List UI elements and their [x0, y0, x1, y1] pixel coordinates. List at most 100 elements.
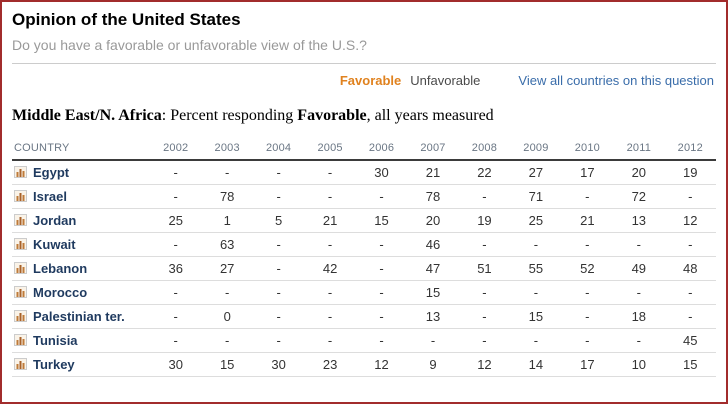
country-cell[interactable]: Tunisia — [12, 328, 150, 353]
value-cell: 78 — [201, 184, 253, 209]
country-cell[interactable]: Palestinian ter. — [12, 304, 150, 329]
column-header-year: 2009 — [510, 139, 562, 161]
bar-chart-icon — [14, 286, 27, 299]
value-cell: - — [150, 160, 202, 185]
value-cell: 17 — [561, 352, 614, 377]
country-cell[interactable]: Turkey — [12, 352, 150, 377]
value-cell: - — [304, 280, 356, 305]
unfavorable-tab[interactable]: Unfavorable — [410, 73, 481, 88]
value-cell: 36 — [150, 256, 202, 281]
country-cell[interactable]: Lebanon — [12, 256, 150, 281]
view-all-countries-link[interactable]: View all countries on this question — [518, 73, 714, 88]
value-cell: 21 — [304, 208, 356, 233]
bar-chart-icon — [14, 166, 27, 179]
value-cell: 0 — [201, 304, 253, 329]
value-cell: - — [150, 280, 202, 305]
value-cell: 23 — [304, 352, 356, 377]
bar-chart-icon — [14, 358, 27, 371]
value-cell: - — [458, 280, 511, 305]
value-cell: - — [561, 184, 614, 209]
value-cell: 14 — [510, 352, 562, 377]
country-name: Egypt — [33, 165, 70, 180]
country-cell[interactable]: Egypt — [12, 160, 150, 185]
value-cell: - — [252, 184, 305, 209]
value-cell: - — [355, 256, 408, 281]
heading-suffix-text: , all years measured — [366, 107, 494, 124]
value-cell: - — [304, 184, 356, 209]
value-cell: - — [458, 328, 511, 353]
country-name: Jordan — [33, 213, 77, 228]
value-cell: - — [510, 280, 562, 305]
value-cell: - — [664, 232, 716, 257]
value-cell: - — [561, 304, 614, 329]
value-cell: - — [613, 232, 665, 257]
value-cell: 25 — [510, 208, 562, 233]
value-cell: 18 — [613, 304, 665, 329]
section-heading: Middle East/N. Africa: Percent respondin… — [2, 89, 726, 126]
value-cell: 13 — [407, 304, 459, 329]
value-cell: 63 — [201, 232, 253, 257]
value-cell: 45 — [664, 328, 716, 353]
table-row: Palestinian ter. -0- - -13-15-18- — [12, 304, 716, 329]
value-cell: - — [664, 184, 716, 209]
value-cell: 22 — [458, 160, 511, 185]
value-cell: 51 — [458, 256, 511, 281]
header-divider — [12, 63, 716, 64]
bar-chart-icon — [14, 310, 27, 323]
value-cell: - — [304, 232, 356, 257]
value-cell: 30 — [252, 352, 305, 377]
country-name: Morocco — [33, 285, 88, 300]
value-cell: 30 — [355, 160, 408, 185]
country-name: Tunisia — [33, 333, 78, 348]
country-name: Palestinian ter. — [33, 309, 125, 324]
value-cell: 20 — [407, 208, 459, 233]
value-cell: - — [304, 160, 356, 185]
table-row: Israel -78- - -78-71-72- — [12, 184, 716, 209]
value-cell: 15 — [407, 280, 459, 305]
value-cell: 19 — [664, 160, 716, 185]
column-header-year: 2006 — [355, 139, 408, 161]
country-name: Lebanon — [33, 261, 88, 276]
value-cell: - — [355, 184, 408, 209]
favorable-tab[interactable]: Favorable — [339, 73, 402, 88]
value-cell: 42 — [304, 256, 356, 281]
country-cell[interactable]: Jordan — [12, 208, 150, 233]
value-cell: - — [252, 232, 305, 257]
value-cell: 72 — [613, 184, 665, 209]
value-cell: 71 — [510, 184, 562, 209]
value-cell: 48 — [664, 256, 716, 281]
table-row: Egypt - - - -30 21 22 27 17 20 19 — [12, 160, 716, 185]
country-name: Israel — [33, 189, 67, 204]
value-cell: - — [561, 328, 614, 353]
value-cell: - — [201, 280, 253, 305]
value-cell: 12 — [458, 352, 511, 377]
value-cell: 9 — [407, 352, 459, 377]
region-label: Middle East/N. Africa — [12, 107, 162, 124]
value-cell: - — [664, 280, 716, 305]
value-cell: - — [355, 280, 408, 305]
value-cell: - — [458, 304, 511, 329]
value-cell: - — [613, 328, 665, 353]
value-cell: - — [458, 232, 511, 257]
value-cell: - — [510, 328, 562, 353]
value-cell: 21 — [561, 208, 614, 233]
table-row: Kuwait -63- - -46- - - - - — [12, 232, 716, 257]
bar-chart-icon — [14, 238, 27, 251]
value-cell: - — [252, 280, 305, 305]
table-row: Turkey 30 15 30 23 12 9 12 14 17 10 15 — [12, 352, 716, 377]
value-cell: 55 — [510, 256, 562, 281]
value-cell: 5 — [252, 208, 305, 233]
table-header-row: COUNTRY 2002 2003 2004 2005 2006 2007 20… — [12, 139, 716, 161]
heading-measure-label: Favorable — [297, 107, 367, 124]
value-cell: - — [355, 328, 408, 353]
value-cell: 12 — [355, 352, 408, 377]
value-cell: - — [150, 184, 202, 209]
country-cell[interactable]: Kuwait — [12, 232, 150, 257]
value-cell: - — [201, 160, 253, 185]
value-cell: 12 — [664, 208, 716, 233]
column-header-year: 2008 — [458, 139, 511, 161]
country-cell[interactable]: Morocco — [12, 280, 150, 305]
country-cell[interactable]: Israel — [12, 184, 150, 209]
value-cell: 46 — [407, 232, 459, 257]
